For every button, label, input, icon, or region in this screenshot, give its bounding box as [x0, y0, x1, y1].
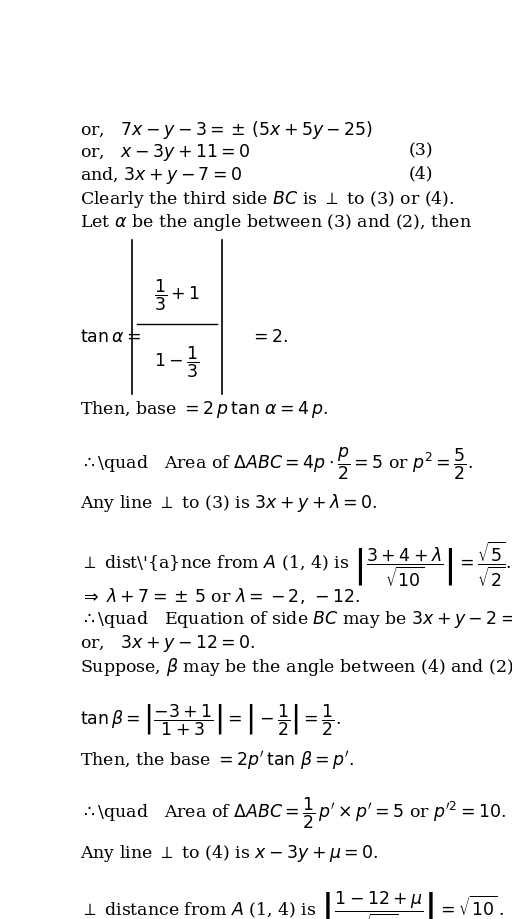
Text: $\dfrac{1}{3}+1$: $\dfrac{1}{3}+1$ [154, 278, 200, 313]
Text: and, $3x + y - 7 = 0$: and, $3x + y - 7 = 0$ [80, 165, 242, 187]
Text: or,   $3x + y - 12 = 0$.: or, $3x + y - 12 = 0$. [80, 632, 255, 653]
Text: Then, base $= 2\,p\,\tan\,\alpha = 4\,p$.: Then, base $= 2\,p\,\tan\,\alpha = 4\,p$… [80, 399, 328, 420]
Text: $\therefore$\quad   Area of $\Delta ABC = \dfrac{1}{2}\,p^{\prime} \times p^{\pr: $\therefore$\quad Area of $\Delta ABC = … [80, 796, 506, 832]
Text: Let $\alpha$ be the angle between (3) and (2), then: Let $\alpha$ be the angle between (3) an… [80, 212, 472, 233]
Text: $\tan\beta = \left|\dfrac{-3+1}{1+3}\right| = \left|-\dfrac{1}{2}\right| = \dfra: $\tan\beta = \left|\dfrac{-3+1}{1+3}\rig… [80, 702, 341, 738]
Text: (3): (3) [409, 142, 433, 159]
Text: Clearly the third side $BC$ is $\perp$ to (3) or (4).: Clearly the third side $BC$ is $\perp$ t… [80, 188, 455, 210]
Text: $\perp$ dist\'{a}nce from $A$ (1, 4) is $\left|\dfrac{3+4+\lambda}{\sqrt{10}}\ri: $\perp$ dist\'{a}nce from $A$ (1, 4) is … [80, 539, 511, 589]
Text: $\therefore$\quad   Area of $\Delta ABC = 4p \cdot \dfrac{p}{2} = 5$ or $p^2 = \: $\therefore$\quad Area of $\Delta ABC = … [80, 446, 473, 482]
Text: or,   $7x - y - 3 = \pm\,(5x + 5y - 25)$: or, $7x - y - 3 = \pm\,(5x + 5y - 25)$ [80, 119, 373, 141]
Text: $\tan\alpha = $: $\tan\alpha = $ [80, 329, 141, 346]
Text: $1 - \dfrac{1}{3}$: $1 - \dfrac{1}{3}$ [155, 344, 200, 380]
Text: $\Rightarrow\;\lambda + 7 = \pm\,5$ or $\lambda = -2,\,-12$.: $\Rightarrow\;\lambda + 7 = \pm\,5$ or $… [80, 585, 360, 606]
Text: Any line $\perp$ to (3) is $3x + y + \lambda = 0$.: Any line $\perp$ to (3) is $3x + y + \la… [80, 493, 377, 515]
Text: Then, the base $= 2p^{\prime}\,\tan\,\beta = p^{\prime}$.: Then, the base $= 2p^{\prime}\,\tan\,\be… [80, 749, 354, 772]
Text: Any line $\perp$ to (4) is $x - 3y + \mu = 0$.: Any line $\perp$ to (4) is $x - 3y + \mu… [80, 843, 378, 864]
Text: or,   $x - 3y + 11 = 0$: or, $x - 3y + 11 = 0$ [80, 142, 250, 164]
Text: $\therefore$\quad   Equation of side $BC$ may be $3x + y - 2 = 0$: $\therefore$\quad Equation of side $BC$ … [80, 609, 512, 630]
Text: $= 2.$: $= 2.$ [250, 329, 288, 346]
Text: (4): (4) [409, 165, 433, 183]
Text: Suppose, $\beta$ may be the angle between (4) and (2), then: Suppose, $\beta$ may be the angle betwee… [80, 656, 512, 678]
Text: $\perp$ distance from $A$ (1, 4) is $\left|\dfrac{1-12+\mu}{\sqrt{10}}\right| = : $\perp$ distance from $A$ (1, 4) is $\le… [80, 890, 504, 919]
